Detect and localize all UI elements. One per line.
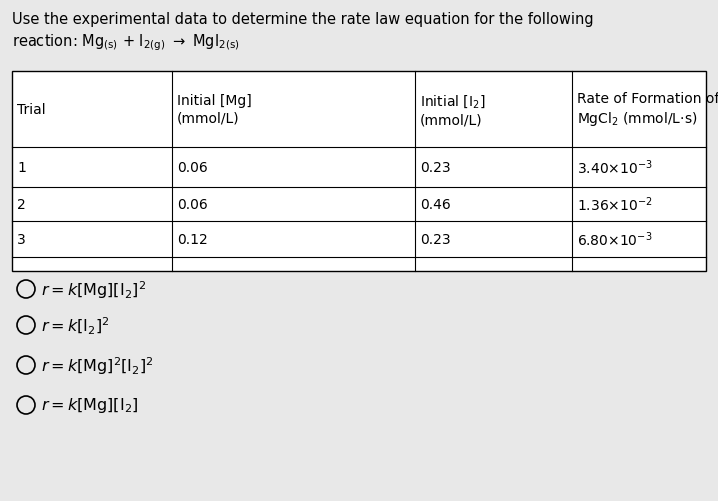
Text: $r = k[\mathrm{Mg}][\mathrm{I_2}]^2$: $r = k[\mathrm{Mg}][\mathrm{I_2}]^2$ [41,279,146,300]
Text: Use the experimental data to determine the rate law equation for the following: Use the experimental data to determine t… [12,12,594,27]
Text: $r = k[\mathrm{I_2}]^2$: $r = k[\mathrm{I_2}]^2$ [41,315,110,336]
Text: 1: 1 [17,161,26,175]
Text: 2: 2 [17,197,26,211]
Text: 3: 3 [17,232,26,246]
Text: reaction: $\mathrm{Mg_{(s)}}$ + $\mathrm{I_{2(g)}}$ $\rightarrow$ $\mathrm{MgI_{: reaction: $\mathrm{Mg_{(s)}}$ + $\mathrm… [12,32,240,53]
Text: 6.80$\times$10$^{-3}$: 6.80$\times$10$^{-3}$ [577,230,653,249]
Text: 0.23: 0.23 [420,232,451,246]
Text: 0.46: 0.46 [420,197,451,211]
Text: Rate of Formation of
$\mathrm{MgCl_2}$ (mmol/L$\cdot$s): Rate of Formation of $\mathrm{MgCl_2}$ (… [577,92,718,128]
Text: Trial: Trial [17,103,46,117]
Text: Initial [$\mathrm{I_2}$]
(mmol/L): Initial [$\mathrm{I_2}$] (mmol/L) [420,93,485,127]
Text: 0.06: 0.06 [177,197,208,211]
Text: 1.36$\times$10$^{-2}$: 1.36$\times$10$^{-2}$ [577,195,653,214]
Text: 0.06: 0.06 [177,161,208,175]
Text: 0.12: 0.12 [177,232,208,246]
Text: Initial [Mg]
(mmol/L): Initial [Mg] (mmol/L) [177,94,252,125]
Text: $r = k[\mathrm{Mg}][\mathrm{I_2}]$: $r = k[\mathrm{Mg}][\mathrm{I_2}]$ [41,396,139,415]
Text: 3.40$\times$10$^{-3}$: 3.40$\times$10$^{-3}$ [577,158,653,177]
Text: 0.23: 0.23 [420,161,451,175]
Text: $r = k[\mathrm{Mg}]^2[\mathrm{I_2}]^2$: $r = k[\mathrm{Mg}]^2[\mathrm{I_2}]^2$ [41,354,154,376]
Bar [12,72,706,272]
